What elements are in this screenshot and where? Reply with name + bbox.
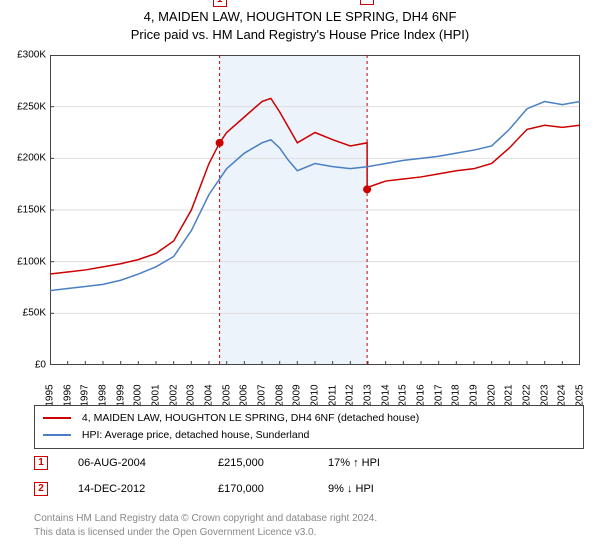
chart-plot-area: 1219951996199719981999200020012002200320… <box>50 55 580 365</box>
y-axis-label: £150K <box>8 205 46 216</box>
footnote-line2: This data is licensed under the Open Gov… <box>34 526 377 540</box>
y-axis-label: £0 <box>8 360 46 371</box>
footnote: Contains HM Land Registry data © Crown c… <box>34 512 377 540</box>
chart-svg <box>50 55 580 365</box>
sale-price: £215,000 <box>218 457 328 469</box>
legend-label-hpi: HPI: Average price, detached house, Sund… <box>82 429 309 441</box>
title-line2: Price paid vs. HM Land Registry's House … <box>0 26 600 44</box>
sale-row: 2 14-DEC-2012 £170,000 9% ↓ HPI <box>34 476 438 502</box>
sale-delta: 17% ↑ HPI <box>328 457 438 469</box>
sale-date: 14-DEC-2012 <box>78 483 218 495</box>
y-axis-label: £300K <box>8 50 46 61</box>
sale-marker-2: 2 <box>34 482 48 496</box>
sale-marker-1: 1 <box>34 456 48 470</box>
legend-label-property: 4, MAIDEN LAW, HOUGHTON LE SPRING, DH4 6… <box>82 412 419 424</box>
legend: 4, MAIDEN LAW, HOUGHTON LE SPRING, DH4 6… <box>34 405 584 449</box>
sale-row: 1 06-AUG-2004 £215,000 17% ↑ HPI <box>34 450 438 476</box>
sales-table: 1 06-AUG-2004 £215,000 17% ↑ HPI 2 14-DE… <box>34 450 438 502</box>
chart-sale-marker: 1 <box>213 0 227 7</box>
chart-sale-marker: 2 <box>360 0 374 5</box>
sale-delta: 9% ↓ HPI <box>328 483 438 495</box>
legend-item-property: 4, MAIDEN LAW, HOUGHTON LE SPRING, DH4 6… <box>43 410 575 427</box>
y-axis-label: £200K <box>8 153 46 164</box>
legend-swatch-property <box>43 417 71 419</box>
y-axis-label: £100K <box>8 256 46 267</box>
title-line1: 4, MAIDEN LAW, HOUGHTON LE SPRING, DH4 6… <box>0 8 600 26</box>
chart-title: 4, MAIDEN LAW, HOUGHTON LE SPRING, DH4 6… <box>0 0 600 44</box>
sale-date: 06-AUG-2004 <box>78 457 218 469</box>
footnote-line1: Contains HM Land Registry data © Crown c… <box>34 512 377 526</box>
sale-price: £170,000 <box>218 483 328 495</box>
y-axis-label: £50K <box>8 308 46 319</box>
legend-item-hpi: HPI: Average price, detached house, Sund… <box>43 427 575 444</box>
y-axis-label: £250K <box>8 101 46 112</box>
legend-swatch-hpi <box>43 434 71 436</box>
